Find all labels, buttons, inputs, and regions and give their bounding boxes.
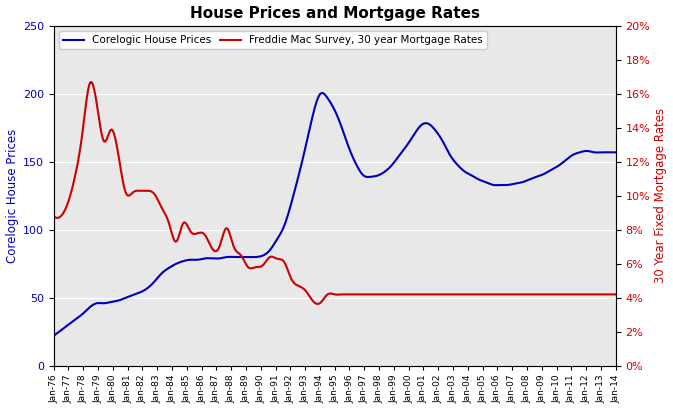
Y-axis label: Corelogic House Prices: Corelogic House Prices [5, 129, 19, 263]
Legend: Corelogic House Prices, Freddie Mac Survey, 30 year Mortgage Rates: Corelogic House Prices, Freddie Mac Surv… [59, 31, 487, 49]
Title: House Prices and Mortgage Rates: House Prices and Mortgage Rates [190, 6, 480, 20]
Y-axis label: 30 Year Fixed Mortgage Rates: 30 Year Fixed Mortgage Rates [654, 108, 668, 283]
